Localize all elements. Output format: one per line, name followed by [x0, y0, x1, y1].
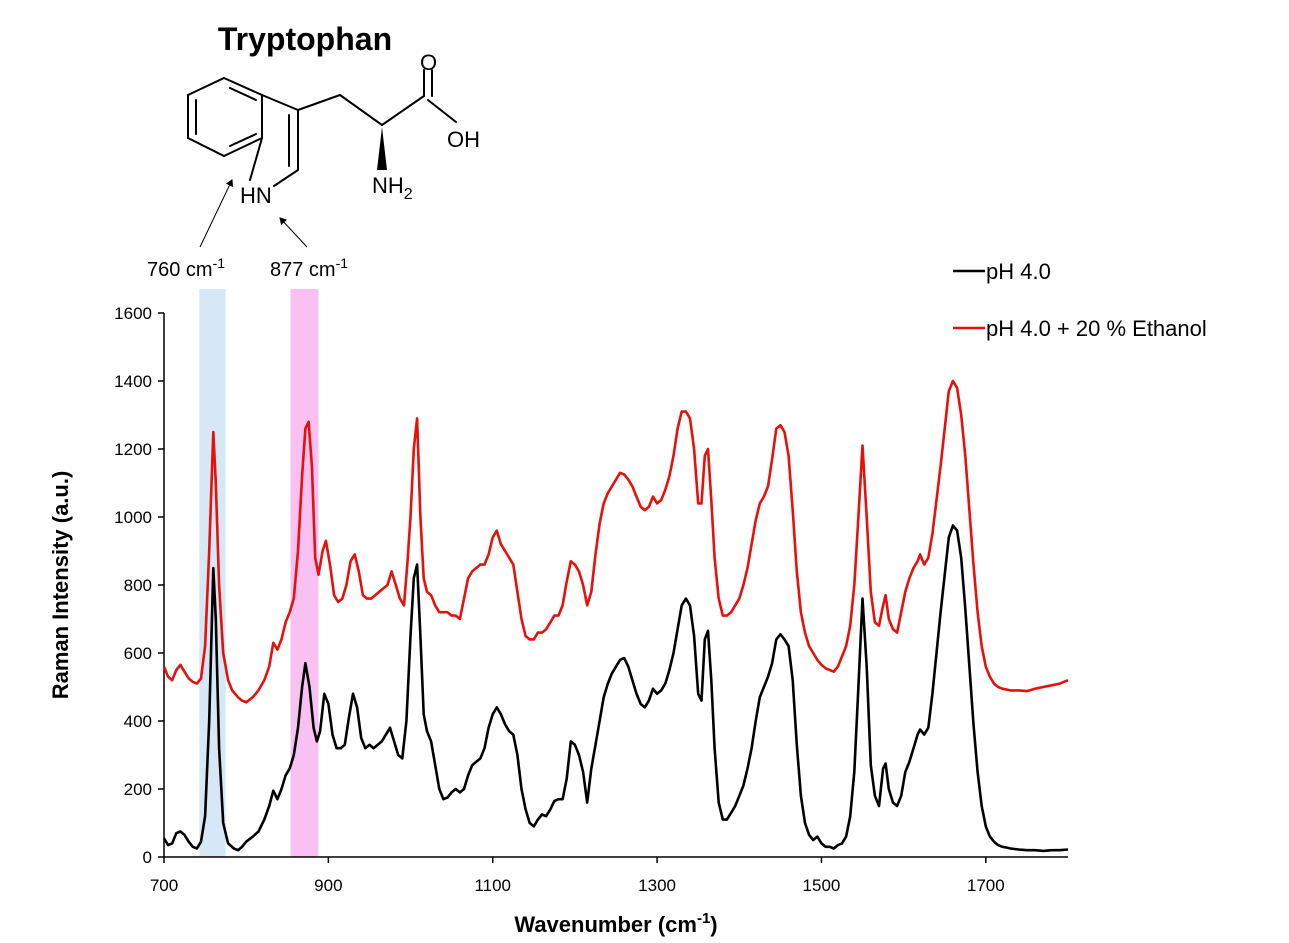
- atom-carbonyl-o: O: [420, 50, 437, 75]
- molecule-bonds: [187, 69, 457, 187]
- wedge-bond: [377, 127, 387, 170]
- tryptophan-structure: Tryptophan O OH NH2 HN: [187, 21, 480, 208]
- x-axis-title-sup: -1: [697, 910, 710, 927]
- series-line-0: [162, 524, 1069, 853]
- molecule-title: Tryptophan: [218, 21, 392, 57]
- x-tick-label: 1500: [803, 876, 841, 895]
- y-tick-label: 0: [143, 848, 152, 867]
- x-tick-label: 1700: [967, 876, 1005, 895]
- y-tick-label: 1600: [114, 304, 152, 323]
- x-axis-title: Wavenumber (cm-1): [514, 910, 717, 937]
- annotation-877-sup: -1: [336, 255, 349, 271]
- x-tick-label: 1100: [474, 876, 511, 895]
- y-axis-title: Raman Intensity (a.u.): [48, 471, 73, 700]
- annotation-877-arrow: [279, 217, 308, 248]
- atom-indole-n: HN: [240, 183, 272, 208]
- y-tick-label: 600: [124, 644, 152, 663]
- atom-amine: NH2: [372, 173, 413, 203]
- highlight-band-1: [290, 289, 319, 857]
- highlight-bands: [199, 289, 319, 857]
- x-axis-title-end: ): [710, 912, 717, 937]
- series-line-1: [162, 379, 1069, 704]
- annotation-760-sup: -1: [213, 255, 226, 271]
- legend-label-ethanol: pH 4.0 + 20 % Ethanol: [986, 316, 1207, 341]
- annotation-760-text: 760 cm: [147, 259, 213, 281]
- atom-amine-sub: 2: [404, 186, 413, 203]
- x-axis-title-main: Wavenumber (cm: [514, 912, 697, 937]
- legend-label-ph4: pH 4.0: [986, 259, 1051, 284]
- x-tick-label: 1300: [638, 876, 676, 895]
- y-tick-label: 1400: [114, 372, 152, 391]
- y-ticks: 0 200 400 600 800 1000 1200 1400 1600: [114, 304, 164, 867]
- x-tick-label: 900: [314, 876, 342, 895]
- y-tick-label: 400: [124, 712, 152, 731]
- annotation-877: 877 cm-1: [270, 255, 348, 281]
- x-ticks: 700 900 1100 1300 1500 1700: [150, 857, 1005, 895]
- y-tick-label: 800: [124, 576, 152, 595]
- atom-amine-main: NH: [372, 173, 404, 198]
- annotation-877-text: 877 cm: [270, 259, 336, 281]
- annotation-760: 760 cm-1: [147, 255, 225, 281]
- y-tick-label: 1000: [114, 508, 152, 527]
- atom-hydroxyl: OH: [447, 127, 480, 152]
- legend: pH 4.0 pH 4.0 + 20 % Ethanol: [953, 259, 1207, 341]
- y-tick-label: 1200: [114, 440, 152, 459]
- y-tick-label: 200: [124, 780, 152, 799]
- series-lines: [162, 379, 1069, 853]
- x-tick-label: 700: [150, 876, 178, 895]
- annotation-760-arrow: [199, 179, 234, 248]
